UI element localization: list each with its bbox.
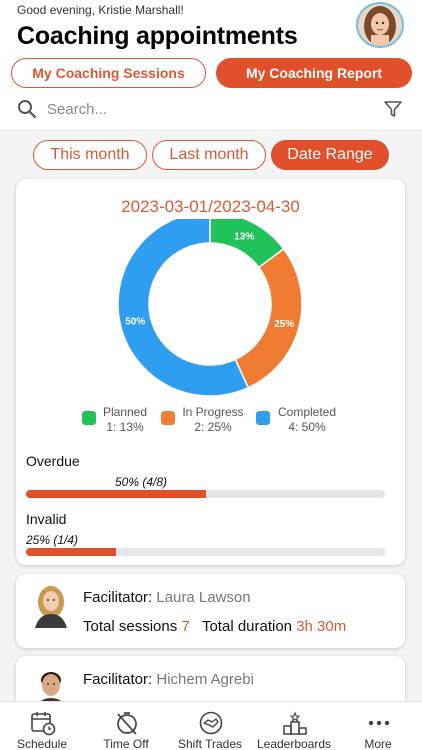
legend-in-progress-name: In Progress bbox=[182, 405, 244, 419]
donut-label-completed: 50% bbox=[125, 316, 145, 327]
facilitator-line: Facilitator: Hichem Agrebi bbox=[83, 671, 254, 688]
podium-icon bbox=[283, 711, 307, 735]
legend-completed-name: Completed bbox=[277, 405, 337, 419]
stopwatch-off-icon bbox=[117, 712, 137, 735]
divider bbox=[0, 130, 422, 131]
user-avatar[interactable] bbox=[356, 2, 404, 48]
last-month-filter[interactable]: Last month bbox=[152, 140, 266, 170]
tab-more-label: More bbox=[364, 737, 392, 750]
search-bar[interactable]: Search... bbox=[17, 95, 405, 123]
legend-planned-swatch bbox=[82, 411, 96, 425]
date-range-filter[interactable]: Date Range bbox=[271, 140, 389, 170]
bottom-tab-bar: Schedule Time Off Shift Trades Leaderboa… bbox=[0, 701, 422, 750]
legend-in-progress-detail: 2: 25% bbox=[194, 420, 232, 434]
tab-schedule-label: Schedule bbox=[16, 737, 68, 750]
report-chart-card: 2023-03-01/2023-04-30 13% 25% 50% Planned … bbox=[16, 179, 405, 565]
total-sessions-label: Total sessions bbox=[83, 618, 178, 635]
search-icon bbox=[18, 100, 37, 119]
overdue-label: Overdue bbox=[26, 453, 80, 469]
tab-schedule[interactable]: Schedule bbox=[0, 702, 84, 750]
greeting-text: Good evening, Kristie Marshall! bbox=[17, 3, 184, 17]
handshake-icon bbox=[199, 711, 223, 735]
invalid-bar bbox=[26, 548, 385, 556]
donut-slice-completed bbox=[117, 219, 250, 397]
total-duration-value: 3h 30m bbox=[296, 618, 347, 635]
overdue-bar-fill bbox=[26, 490, 206, 498]
total-duration-label: Total duration bbox=[201, 618, 293, 635]
overdue-bar bbox=[26, 490, 385, 498]
legend-completed: Completed 4: 50% bbox=[256, 405, 340, 435]
this-month-filter[interactable]: This month bbox=[33, 140, 147, 170]
invalid-bar-fill bbox=[26, 548, 116, 556]
filter-icon[interactable] bbox=[383, 99, 403, 119]
overdue-value: 50% (4/8) bbox=[115, 475, 168, 489]
total-sessions-value: 7 bbox=[181, 618, 190, 635]
legend-completed-swatch bbox=[256, 411, 270, 425]
donut-label-in-progress: 25% bbox=[274, 319, 294, 330]
facilitator-avatar bbox=[31, 582, 71, 628]
facilitator-line: Facilitator: Laura Lawson bbox=[83, 589, 251, 606]
facilitator-name: Hichem Agrebi bbox=[156, 671, 254, 688]
donut-label-planned: 13% bbox=[234, 232, 254, 243]
facilitator-card[interactable]: Facilitator: Laura Lawson Total sessions… bbox=[16, 574, 405, 648]
tab-more[interactable]: More bbox=[336, 702, 420, 750]
search-input[interactable]: Search... bbox=[47, 100, 108, 118]
invalid-label: Invalid bbox=[26, 511, 67, 527]
user-avatar-image bbox=[358, 4, 402, 46]
chart-title: 2023-03-01/2023-04-30 bbox=[121, 197, 300, 216]
tab-shift-trades[interactable]: Shift Trades bbox=[168, 702, 252, 750]
my-coaching-report-tab[interactable]: My Coaching Report bbox=[216, 58, 412, 88]
legend-planned: Planned 1: 13% bbox=[82, 405, 152, 435]
header: Good evening, Kristie Marshall! Coaching… bbox=[0, 0, 422, 132]
legend-in-progress: In Progress 2: 25% bbox=[161, 405, 247, 435]
page-title: Coaching appointments bbox=[17, 22, 298, 50]
legend-planned-detail: 1: 13% bbox=[106, 420, 144, 434]
tab-time-off[interactable]: Time Off bbox=[84, 702, 168, 750]
tab-leaderboards[interactable]: Leaderboards bbox=[252, 702, 336, 750]
tab-leaderboards-label: Leaderboards bbox=[256, 737, 332, 750]
legend-completed-detail: 4: 50% bbox=[288, 420, 326, 434]
facilitator-prefix: Facilitator: bbox=[83, 589, 153, 606]
tab-time-off-label: Time Off bbox=[103, 737, 149, 750]
legend-planned-name: Planned bbox=[102, 405, 148, 419]
invalid-value: 25% (1/4) bbox=[26, 533, 79, 547]
legend-in-progress-swatch bbox=[161, 411, 175, 425]
donut-chart: 13% 25% 50% bbox=[117, 219, 303, 397]
facilitator-name: Laura Lawson bbox=[156, 589, 251, 606]
tab-shift-trades-label: Shift Trades bbox=[177, 737, 243, 750]
calendar-clock-icon bbox=[31, 712, 56, 736]
facilitator-stats: Total sessions 7 Total duration 3h 30m bbox=[83, 618, 346, 635]
facilitator-prefix: Facilitator: bbox=[83, 671, 153, 688]
more-dots-icon bbox=[368, 720, 390, 726]
my-coaching-sessions-tab[interactable]: My Coaching Sessions bbox=[11, 58, 206, 88]
